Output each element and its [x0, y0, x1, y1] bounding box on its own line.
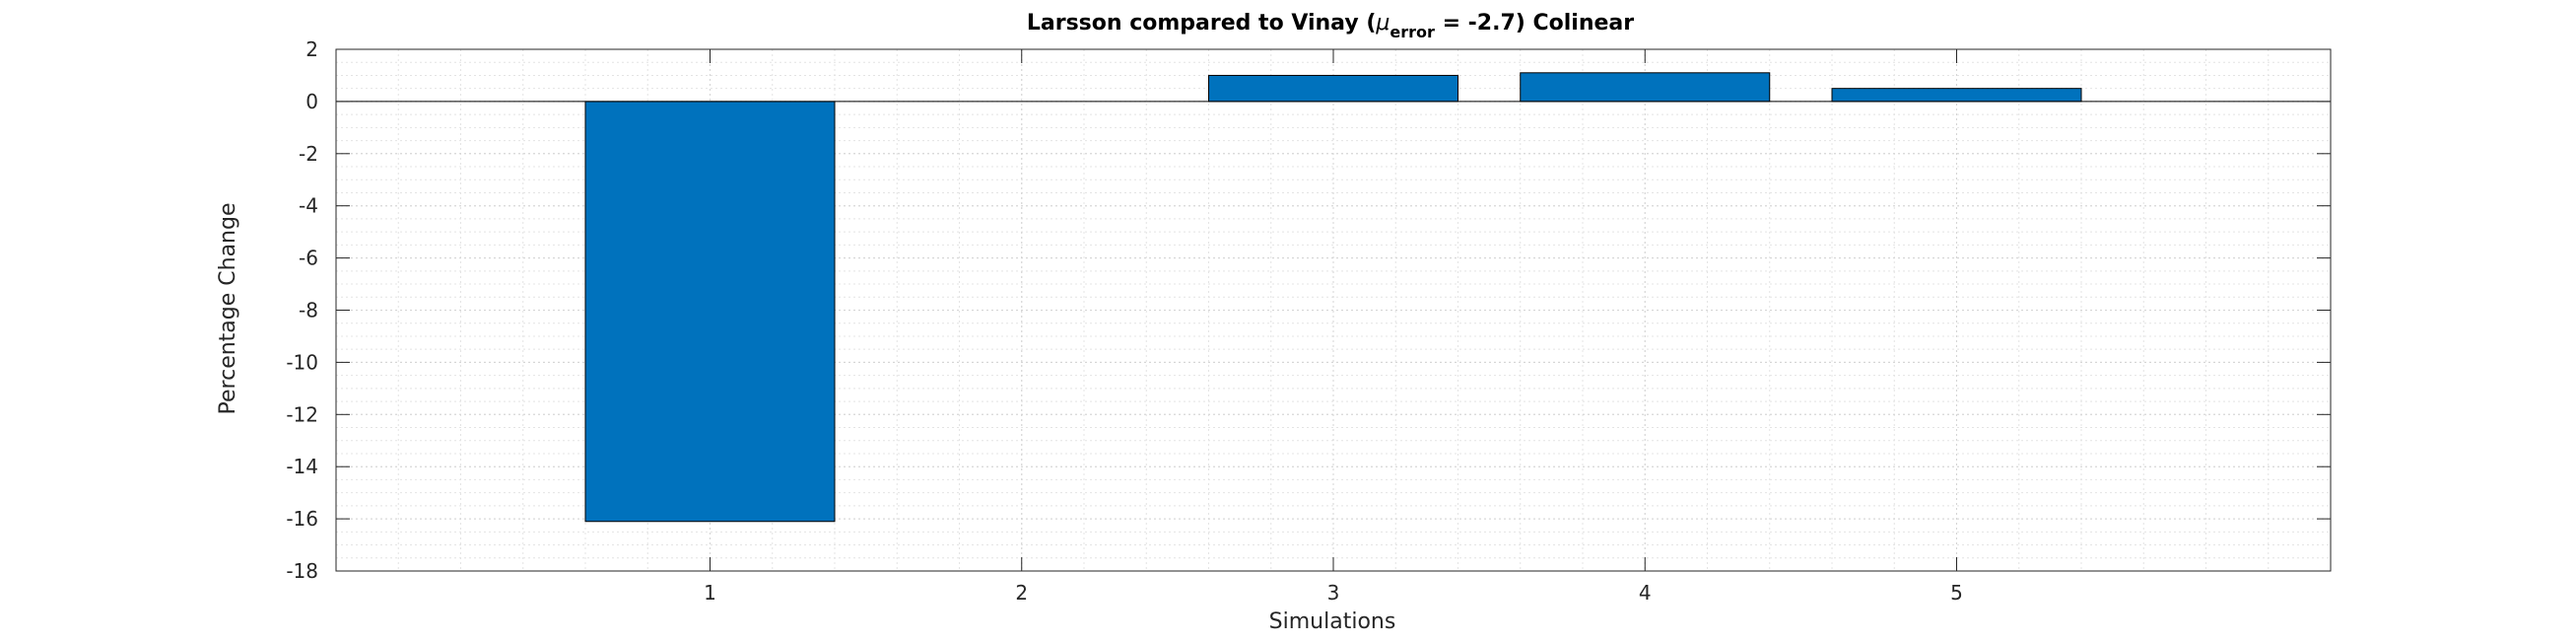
x-tick-label: 1 [704, 581, 716, 605]
y-tick-label: -12 [286, 402, 318, 426]
y-axis-title: Percentage Change [216, 203, 240, 415]
y-tick-label: -4 [299, 194, 318, 218]
y-tick-label: 0 [305, 90, 318, 113]
bar-3 [1208, 74, 1458, 103]
x-axis-title: Simulations [1269, 609, 1396, 634]
x-tick-label: 2 [1015, 581, 1028, 605]
chart-title: Larsson compared to Vinay (μerror = -2.7… [1027, 11, 1634, 41]
y-tick-labels: 2 0 -2 -4 -6 -8 -10 -12 -14 -16 -18 [286, 37, 318, 583]
y-tick-label: -10 [286, 350, 318, 374]
bar-4 [1520, 72, 1771, 103]
x-tick-label: 4 [1639, 581, 1652, 605]
y-tick-label: -8 [299, 299, 318, 322]
y-tick-label: -16 [286, 507, 318, 531]
x-tick-labels: 1 2 3 4 5 [704, 581, 1963, 605]
y-tick-label: -18 [286, 559, 318, 583]
y-tick-label: -14 [286, 455, 318, 478]
ticks [336, 48, 2331, 572]
bar-1 [584, 101, 836, 523]
y-tick-label: -6 [299, 247, 318, 270]
bar-5 [1831, 88, 2082, 103]
y-tick-label: -2 [299, 142, 318, 166]
y-tick-label: 2 [305, 37, 318, 61]
x-tick-label: 5 [1950, 581, 1963, 605]
x-tick-label: 3 [1327, 581, 1340, 605]
